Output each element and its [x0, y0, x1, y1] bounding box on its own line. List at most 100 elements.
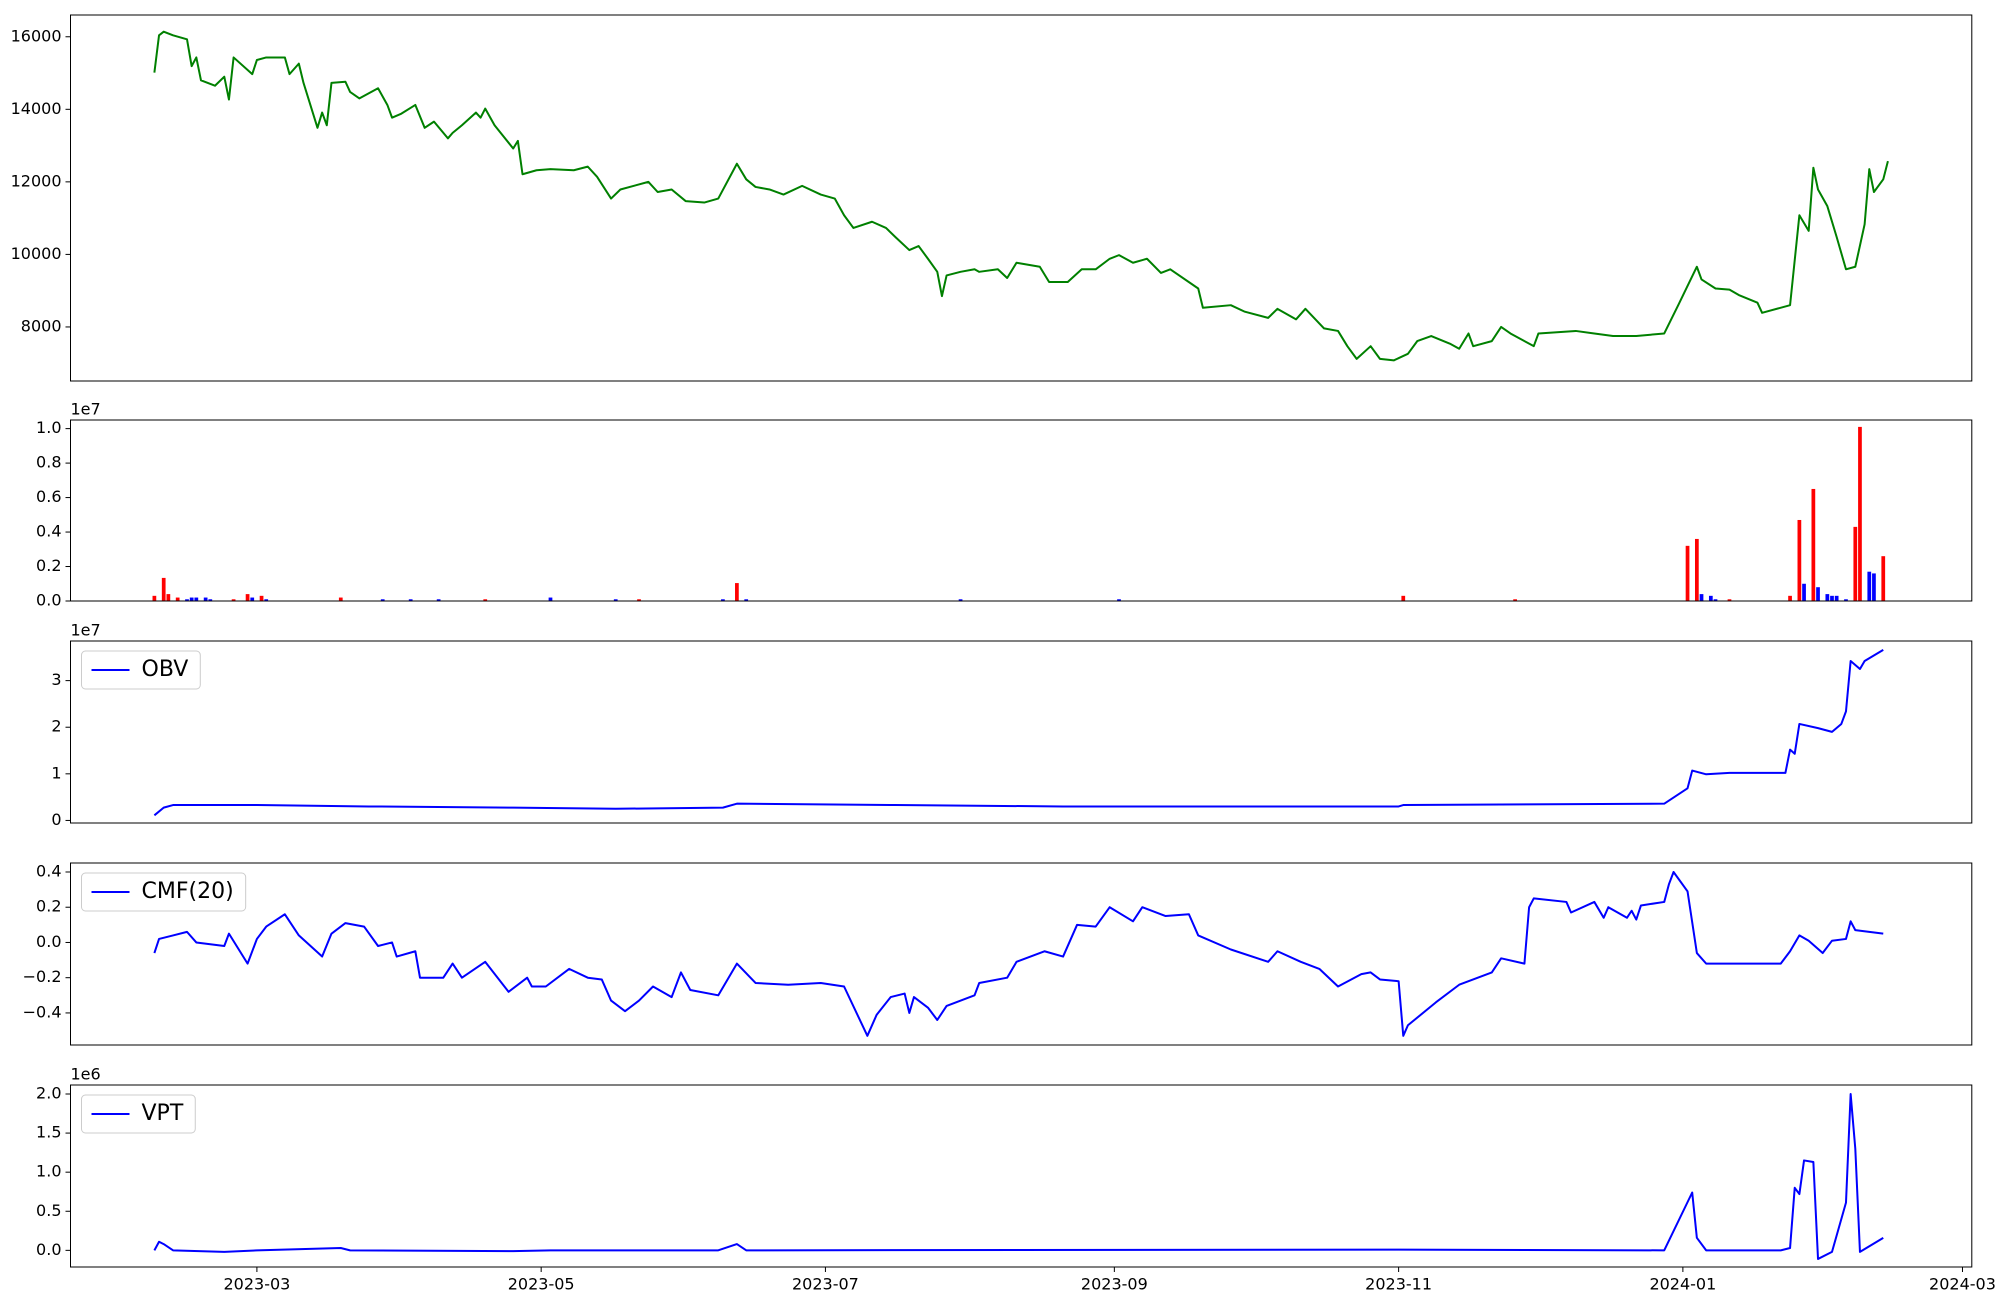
y-tick-label: 8000: [21, 316, 62, 335]
bar: [613, 599, 618, 601]
y-tick-label: 1.0: [36, 418, 61, 437]
bar: [189, 597, 194, 601]
bar: [1713, 599, 1718, 601]
offset-label: 1e7: [71, 400, 101, 419]
bar: [1816, 587, 1820, 601]
axes-frame: [70, 14, 1973, 382]
line: [153, 870, 1884, 1037]
offset-label: 1e7: [71, 621, 101, 640]
bar: [637, 599, 641, 601]
bar: [1825, 594, 1830, 601]
y-tick-label: 0.2: [36, 556, 61, 575]
y-tick-label: −0.4: [23, 1002, 62, 1021]
bar: [1802, 583, 1806, 601]
bar: [1788, 595, 1792, 601]
line: [153, 649, 1884, 817]
bar: [245, 594, 250, 601]
bar: [1830, 595, 1834, 601]
bar: [259, 595, 264, 601]
bar: [735, 583, 739, 601]
y-tick-label: 2.0: [36, 1083, 61, 1102]
bar: [436, 599, 441, 601]
y-tick-label: 1.0: [36, 1162, 61, 1181]
bar: [208, 599, 213, 601]
bar: [1685, 545, 1690, 601]
y-tick-label: 0.5: [36, 1201, 61, 1220]
bar: [1858, 426, 1862, 601]
bar: [1834, 595, 1839, 601]
y-tick-label: 0.6: [36, 487, 61, 506]
bar: [1694, 538, 1699, 601]
bar: [1844, 599, 1848, 601]
y-tick-label: 12000: [11, 171, 62, 190]
y-tick-label: 0: [51, 810, 61, 829]
bar: [1699, 594, 1704, 601]
bar: [175, 597, 180, 601]
x-tick-label: 2023-05: [508, 1275, 575, 1294]
line: [153, 30, 1889, 362]
x-tick-label: 2023-03: [223, 1275, 290, 1294]
bar: [1867, 571, 1872, 601]
bar: [1872, 573, 1876, 601]
bar: [161, 577, 166, 601]
legend-box: [81, 1094, 196, 1134]
x-tick-label: 2023-09: [1081, 1275, 1148, 1294]
y-tick-label: 2: [51, 717, 61, 736]
y-tick-label: −0.2: [23, 967, 62, 986]
offset-label: 1e6: [71, 1065, 101, 1084]
bar: [231, 599, 236, 601]
bar: [194, 597, 199, 601]
bar: [1811, 488, 1816, 601]
y-tick-label: 0.8: [36, 453, 61, 472]
x-tick-label: 2023-11: [1365, 1275, 1432, 1294]
bar: [338, 597, 343, 601]
bar: [744, 599, 749, 601]
bar: [152, 595, 157, 601]
bar: [185, 599, 189, 601]
bar: [250, 597, 255, 601]
y-tick-label: 1: [51, 763, 61, 782]
axes-frame: [70, 640, 1973, 824]
bar: [721, 599, 725, 601]
bar: [1727, 599, 1732, 601]
legend-box: [81, 872, 247, 912]
x-tick-label: 2024-03: [1929, 1275, 1996, 1294]
bar: [166, 594, 171, 601]
bar: [483, 599, 488, 601]
bar: [1853, 526, 1858, 601]
bar: [1117, 599, 1121, 601]
x-tick-label: 2024-01: [1649, 1275, 1716, 1294]
y-tick-label: 1.5: [36, 1123, 61, 1142]
y-tick-label: 3: [51, 670, 61, 689]
bar: [548, 597, 553, 601]
y-tick-label: 0.2: [36, 897, 61, 916]
axes-frame: [70, 419, 1973, 602]
legend-label: CMF(20): [142, 879, 234, 904]
legend-label: VPT: [142, 1101, 184, 1126]
bar: [1881, 556, 1886, 601]
y-tick-label: 0.0: [36, 591, 61, 610]
bar: [408, 599, 413, 601]
x-tick-label: 2023-07: [792, 1275, 859, 1294]
bar: [380, 599, 385, 601]
bar: [1708, 595, 1713, 601]
y-tick-label: 0.4: [36, 522, 61, 541]
y-tick-label: 10000: [11, 244, 62, 263]
axes-frame: [70, 1084, 1973, 1268]
bar: [1797, 519, 1802, 601]
y-tick-label: 14000: [11, 99, 62, 118]
bar: [1513, 599, 1517, 601]
legend-box: [81, 650, 201, 690]
y-tick-label: 0.4: [36, 861, 61, 880]
y-tick-label: 0.0: [36, 1240, 61, 1259]
bar: [264, 599, 269, 601]
axes-frame: [70, 862, 1973, 1046]
legend-label: OBV: [142, 657, 189, 682]
y-tick-label: 0.0: [36, 932, 61, 951]
bar: [203, 597, 208, 601]
bar: [958, 599, 963, 601]
line: [153, 1092, 1884, 1260]
y-tick-label: 16000: [11, 26, 62, 45]
